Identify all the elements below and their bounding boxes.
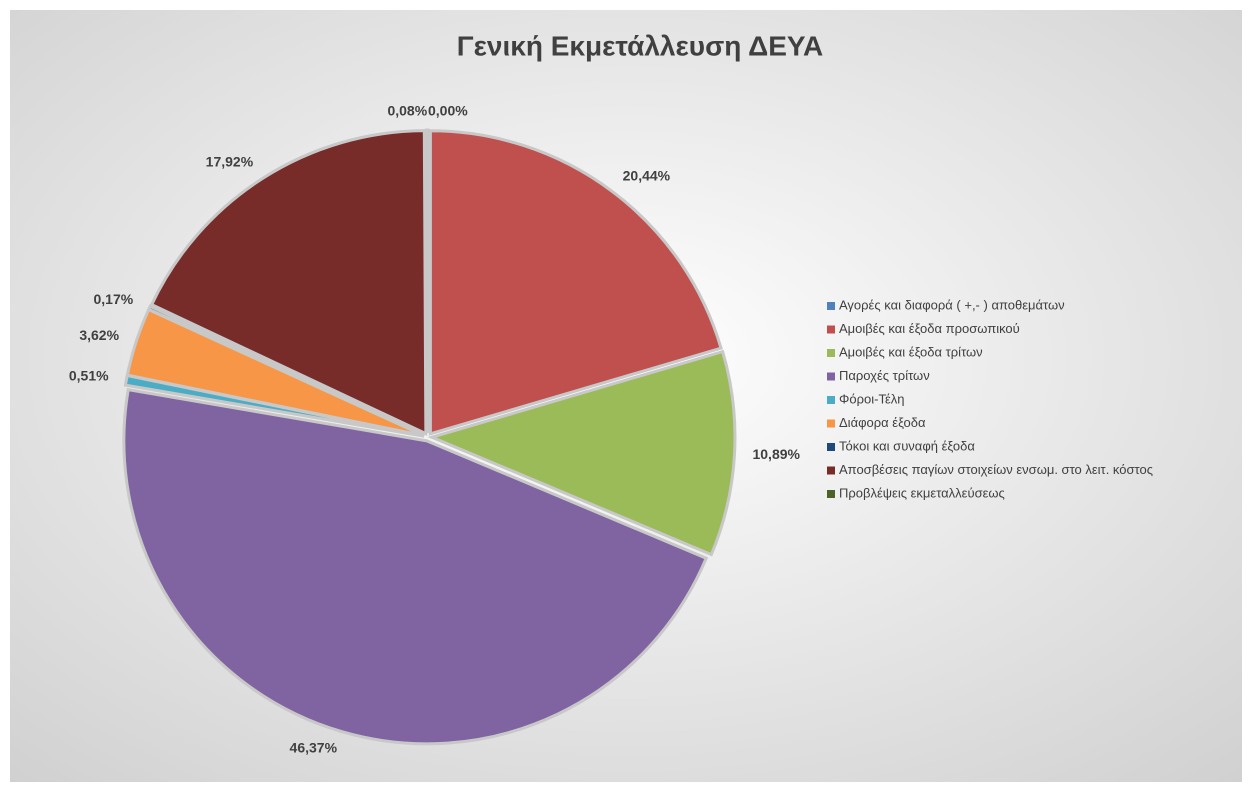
data-label: 10,89% <box>752 446 800 462</box>
pie-slice <box>424 128 430 434</box>
legend-label: Αποσβέσεις παγίων στοιχείων ενσωμ. στο λ… <box>839 462 1153 477</box>
legend-swatch <box>827 466 835 475</box>
legend-swatch <box>827 349 835 357</box>
data-label: 20,44% <box>623 167 671 183</box>
data-label: 0,17% <box>93 291 133 307</box>
pie-slice <box>149 129 428 436</box>
legend-label: Αγορές και διαφορά ( +,- ) αποθεμάτων <box>839 297 1065 312</box>
pie-slice <box>428 129 723 436</box>
data-label: 3,62% <box>79 327 119 343</box>
legend-swatch <box>827 372 835 381</box>
legend-label: Τόκοι και συναφή έξοδα <box>839 438 975 453</box>
chart-title: Γενική Εκμετάλλευση ΔΕΥΑ <box>457 30 824 61</box>
legend-label: Αμοιβές και έξοδα τρίτων <box>839 344 983 359</box>
data-label: 0,00% <box>428 103 468 119</box>
data-label: 46,37% <box>290 740 338 756</box>
legend-label: Διάφορα έξοδα <box>839 415 926 430</box>
legend-swatch <box>827 490 835 498</box>
legend-swatch <box>827 419 835 428</box>
pie-slice <box>122 387 709 746</box>
data-label: 17,92% <box>206 154 254 170</box>
legend-label: Αμοιβές και έξοδα προσωπικού <box>839 321 1020 336</box>
pie-slice <box>427 349 737 557</box>
legend-swatch <box>827 443 835 451</box>
data-label: 0,08% <box>387 103 427 119</box>
legend-swatch <box>827 325 835 334</box>
legend-label: Προβλέψεις εκμεταλλεύσεως <box>839 485 1005 500</box>
legend-swatch <box>827 302 835 310</box>
legend-label: Φόροι-Τέλη <box>839 391 904 406</box>
legend-label: Παροχές τρίτων <box>839 368 930 383</box>
pie-slice <box>146 304 426 437</box>
data-label: 0,51% <box>69 368 109 384</box>
legend-swatch <box>827 396 835 404</box>
